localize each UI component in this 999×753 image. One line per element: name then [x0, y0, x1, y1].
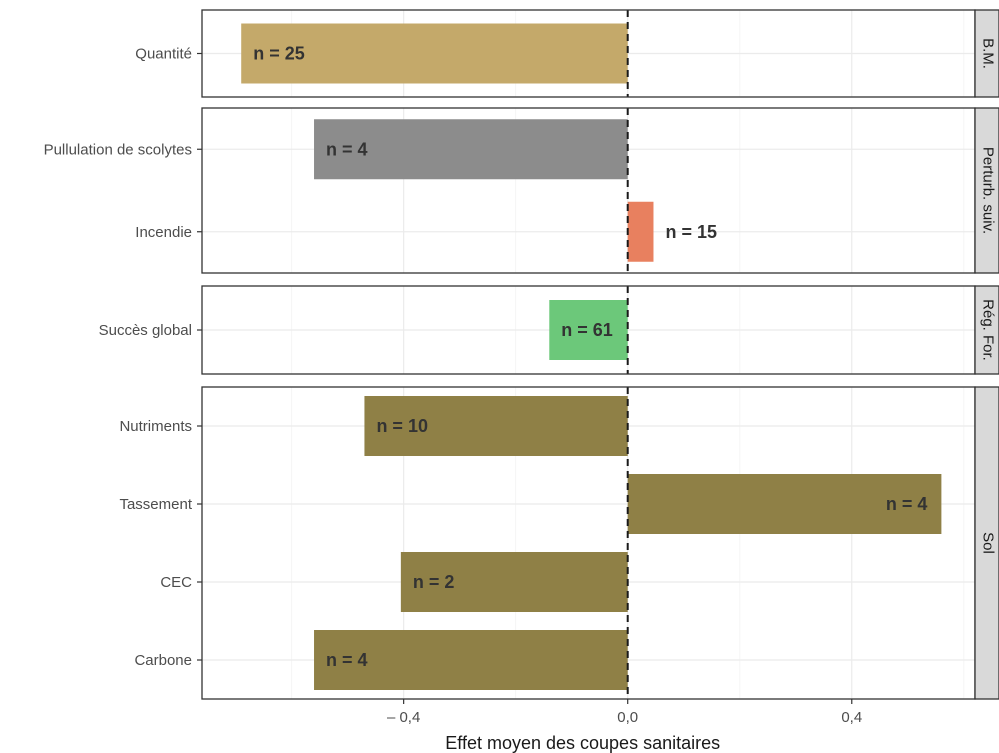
y-tick-label: Pullulation de scolytes [44, 141, 192, 158]
panel-2: n = 61 Succès global Rég. For. [99, 285, 999, 375]
strip-background [974, 285, 999, 375]
strip-label: Rég. For. [980, 299, 997, 361]
x-axis: – 0,4 0,0 0,4 Effet moyen des coupes sanita… [387, 699, 862, 753]
strip-label: B.M. [980, 38, 997, 69]
bar-n-label: n = 61 [561, 320, 613, 340]
bar [314, 630, 628, 690]
bar-n-label: n = 4 [326, 139, 368, 159]
y-tick-label: Succès global [99, 322, 192, 339]
strip-background [974, 9, 999, 98]
bar [627, 474, 942, 534]
panel-3: n = 10 Nutriments n = 4 Tassement n = 2 CEC n … [119, 386, 999, 700]
bar-n-label: n = 2 [413, 572, 455, 592]
y-tick-label: CEC [160, 574, 192, 591]
y-tick-label: Nutriments [119, 418, 192, 435]
strip-background [974, 107, 999, 274]
x-tick-label: 0,4 [841, 709, 862, 726]
x-tick-label: – 0,4 [387, 709, 420, 726]
strip-label: Perturb. suiv. [980, 147, 997, 234]
bar [627, 201, 654, 262]
panel-0: n = 25 Quantité B.M. [135, 9, 999, 98]
y-tick-label: Quantité [135, 46, 192, 63]
y-tick-label: Tassement [119, 496, 192, 513]
x-axis-title: Effet moyen des coupes sanitaires [445, 733, 720, 753]
strip-background [974, 386, 999, 700]
bar-n-label: n = 4 [886, 494, 928, 514]
bar [549, 300, 628, 360]
bar-n-label: n = 4 [326, 650, 368, 670]
strip-label: Sol [980, 532, 997, 554]
bar [314, 119, 628, 180]
panel-1: n = 4 Pullulation de scolytes n = 15 Incend… [44, 107, 999, 274]
bar [364, 396, 628, 456]
bar-n-label: n = 15 [665, 222, 717, 242]
bar-n-label: n = 25 [253, 44, 305, 64]
y-tick-label: Incendie [135, 224, 192, 241]
y-tick-label: Carbone [134, 652, 192, 669]
bar [400, 552, 628, 612]
x-tick-label: 0,0 [617, 709, 638, 726]
bar-n-label: n = 10 [376, 416, 428, 436]
bar [241, 23, 628, 84]
